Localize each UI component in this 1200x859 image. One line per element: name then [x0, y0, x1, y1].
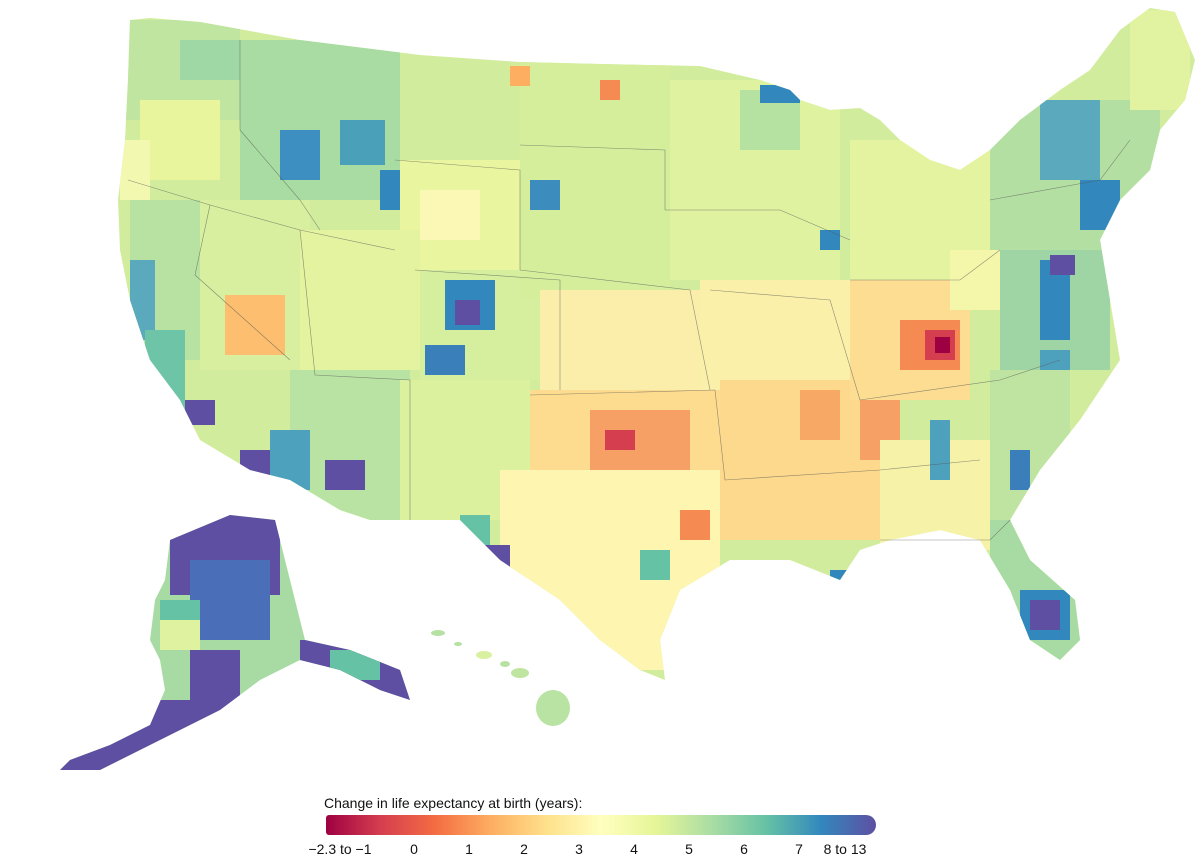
alaska [60, 515, 410, 770]
legend-tick-label: 0 [410, 841, 418, 857]
legend-title: Change in life expectancy at birth (year… [324, 795, 583, 811]
legend-tick-label: 4 [630, 841, 638, 857]
legend-tick-label: 3 [575, 841, 583, 857]
legend-tick-label: 1 [465, 841, 473, 857]
us-county-choropleth-map [60, 8, 1195, 770]
state-boundaries [127, 40, 1131, 541]
legend-color-scale [326, 815, 876, 835]
hawaii [431, 630, 570, 726]
legend-tick-label: 5 [685, 841, 693, 857]
legend-tick-label: 8 to 13 [823, 841, 867, 857]
legend-tick-label: 6 [740, 841, 748, 857]
legend-tick-label: −2.3 to −1 [308, 841, 372, 857]
legend-tick-label: 7 [795, 841, 803, 857]
legend-tick-label: 2 [520, 841, 528, 857]
